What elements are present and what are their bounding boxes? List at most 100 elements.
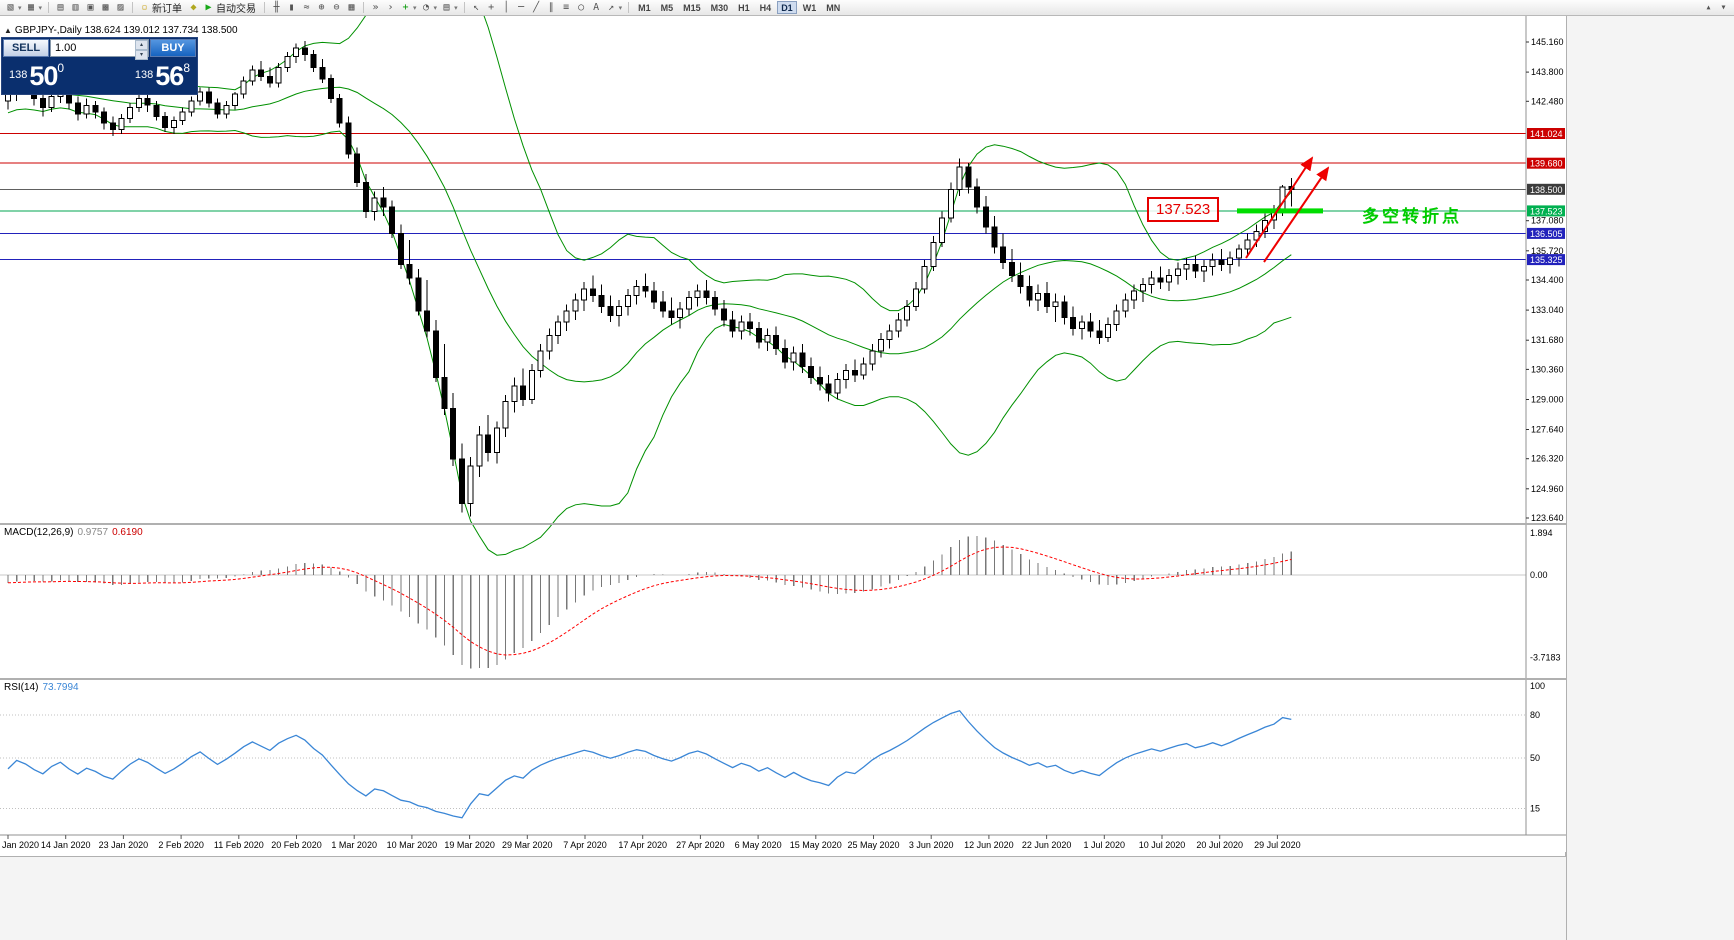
sell-button[interactable]: SELL xyxy=(3,39,49,57)
bar-chart-icon[interactable]: ╫ xyxy=(273,1,280,13)
workspace-background-right xyxy=(1566,16,1734,940)
text-icon[interactable]: A xyxy=(593,1,600,13)
zoom-out-icon[interactable]: ⊖ xyxy=(333,1,340,13)
svg-text:137.080: 137.080 xyxy=(1531,216,1564,226)
chart-shift-icon[interactable]: › xyxy=(387,1,394,13)
periods-dropdown-icon[interactable]: ▾ xyxy=(433,4,438,12)
svg-text:15: 15 xyxy=(1530,803,1540,813)
ask-price[interactable]: 138568 xyxy=(134,60,190,91)
timeframe-m1-button[interactable]: M1 xyxy=(638,3,651,13)
volume-decrease-icon[interactable]: ▾ xyxy=(135,50,148,60)
profiles-icon[interactable]: ▦ xyxy=(28,1,35,13)
svg-text:11 Feb 2020: 11 Feb 2020 xyxy=(214,840,264,850)
horizontal-line-icon[interactable]: ─ xyxy=(518,1,525,13)
price-annotation-box[interactable]: 137.523 xyxy=(1147,197,1220,222)
svg-text:20 Jul 2020: 20 Jul 2020 xyxy=(1196,840,1243,850)
toolbar-separator xyxy=(628,2,630,13)
chart-window: 1.894 0.00 -3.7183 100 80 50 15 145.160 143.800 1… xyxy=(0,16,1566,856)
channel-icon[interactable]: ∥ xyxy=(548,1,554,13)
tile-windows-icon[interactable]: ▦ xyxy=(348,1,355,13)
shapes-icon[interactable]: ○ xyxy=(578,1,585,13)
svg-text:124.960: 124.960 xyxy=(1531,484,1564,494)
panel-separator-rsi[interactable] xyxy=(0,678,1566,680)
market-watch-icon[interactable]: ▤ xyxy=(57,1,64,13)
arrow-tools-icon[interactable]: ↗ xyxy=(608,1,615,13)
new-order-label[interactable]: 新订单 xyxy=(152,4,183,15)
timeframe-m30-button[interactable]: M30 xyxy=(710,3,729,13)
new-chart-dropdown-icon[interactable]: ▾ xyxy=(18,4,22,12)
svg-text:29 Jul 2020: 29 Jul 2020 xyxy=(1254,840,1301,850)
periods-icon[interactable]: ◔ xyxy=(423,1,430,13)
arrow-tools-dropdown-icon[interactable]: ▾ xyxy=(618,4,623,12)
templates-icon[interactable]: ▤ xyxy=(443,1,450,13)
svg-text:17 Apr 2020: 17 Apr 2020 xyxy=(618,840,667,850)
indicators-icon[interactable]: + xyxy=(402,1,409,13)
vertical-line-icon[interactable]: │ xyxy=(503,1,510,13)
toolbar-separator xyxy=(463,2,465,13)
toolbar-overflow-down-icon[interactable]: ▾ xyxy=(1720,1,1727,13)
main-toolbar: ▧ ▾ ▦ ▾ ▤ ▥ ▣ ▩ ▨ ▫ 新订单 ◆ ▶ 自动交易 ╫ ▮ ≈ ⊕ ⊖ ▦» › + ▾ ◔ ▾ ▤ ▾ ↖ + │ ─ ╱ ∥ ≡… xyxy=(0,0,1734,16)
rsi-indicator-label: RSI(14) 73.7994 xyxy=(4,682,79,693)
volume-input[interactable] xyxy=(51,40,135,56)
auto-scroll-icon[interactable]: » xyxy=(372,1,379,13)
svg-text:23 Jan 2020: 23 Jan 2020 xyxy=(99,840,149,850)
metaeditor-icon[interactable]: ◆ xyxy=(190,1,197,13)
toolbar-overflow-up-icon[interactable]: ▴ xyxy=(1705,1,1712,13)
svg-text:100: 100 xyxy=(1530,681,1545,691)
terminal-icon[interactable]: ▩ xyxy=(102,1,109,13)
chart-canvas[interactable]: 1.894 0.00 -3.7183 100 80 50 15 145.160 143.800 1… xyxy=(0,16,1566,852)
svg-text:133.040: 133.040 xyxy=(1531,305,1564,315)
svg-text:15 May 2020: 15 May 2020 xyxy=(790,840,842,850)
timeframe-m15-button[interactable]: M15 xyxy=(683,3,701,13)
timeframe-m5-button[interactable]: M5 xyxy=(660,3,674,13)
profiles-dropdown-icon[interactable]: ▾ xyxy=(38,4,43,12)
cursor-icon[interactable]: ↖ xyxy=(473,1,480,13)
new-order-icon[interactable]: ▫ xyxy=(141,1,148,13)
svg-text:131.680: 131.680 xyxy=(1531,335,1564,345)
svg-text:139.680: 139.680 xyxy=(1530,159,1563,169)
data-window-icon[interactable]: ▥ xyxy=(72,1,79,13)
svg-text:126.320: 126.320 xyxy=(1531,454,1564,464)
trade-panel-toggle-icon[interactable]: ▲ xyxy=(4,26,12,35)
svg-text:27 Apr 2020: 27 Apr 2020 xyxy=(676,840,725,850)
autotrading-label[interactable]: 自动交易 xyxy=(216,4,257,15)
toolbar-separator xyxy=(132,2,134,13)
bid-price[interactable]: 138500 xyxy=(9,60,65,91)
chart-title: ▲ GBPJPY-,Daily 138.624 139.012 137.734 1… xyxy=(4,25,238,36)
timeframe-w1-button[interactable]: W1 xyxy=(802,3,817,13)
new-chart-icon[interactable]: ▧ xyxy=(7,1,14,13)
crosshair-icon[interactable]: + xyxy=(488,1,495,13)
turning-point-highlight xyxy=(1237,208,1323,214)
timeframe-h1-button[interactable]: H1 xyxy=(738,3,750,13)
trend-arrow xyxy=(1245,156,1314,259)
svg-text:Jan 2020: Jan 2020 xyxy=(2,840,39,850)
turning-point-note[interactable]: 多空转折点 xyxy=(1362,207,1462,226)
trendline-icon[interactable]: ╱ xyxy=(533,1,540,13)
indicators-dropdown-icon[interactable]: ▾ xyxy=(413,4,417,12)
candlestick-icon[interactable]: ▮ xyxy=(288,1,295,13)
svg-text:80: 80 xyxy=(1530,710,1540,720)
svg-text:129.000: 129.000 xyxy=(1531,395,1564,405)
fibonacci-icon[interactable]: ≡ xyxy=(563,1,570,13)
line-chart-icon[interactable]: ≈ xyxy=(303,1,310,13)
buy-button[interactable]: BUY xyxy=(150,39,196,57)
toolbar-separator xyxy=(363,2,365,13)
timeframe-d1-button[interactable]: D1 xyxy=(777,1,797,14)
autotrading-icon[interactable]: ▶ xyxy=(205,1,212,13)
svg-text:10 Mar 2020: 10 Mar 2020 xyxy=(387,840,438,850)
svg-text:19 Mar 2020: 19 Mar 2020 xyxy=(444,840,495,850)
price-axis[interactable] xyxy=(1527,16,1566,835)
time-axis[interactable] xyxy=(0,835,1566,853)
panel-separator-macd[interactable] xyxy=(0,523,1566,525)
volume-stepper: ▴ ▾ xyxy=(50,39,149,60)
strategy-tester-icon[interactable]: ▨ xyxy=(117,1,124,13)
svg-text:2 Feb 2020: 2 Feb 2020 xyxy=(158,840,204,850)
volume-increase-icon[interactable]: ▴ xyxy=(135,40,148,50)
timeframe-mn-button[interactable]: MN xyxy=(826,3,841,13)
macd-indicator-label: MACD(12,26,9) 0.9757 0.6190 xyxy=(4,527,143,538)
templates-dropdown-icon[interactable]: ▾ xyxy=(454,4,458,12)
timeframe-h4-button[interactable]: H4 xyxy=(759,3,772,13)
zoom-in-icon[interactable]: ⊕ xyxy=(318,1,325,13)
navigator-icon[interactable]: ▣ xyxy=(87,1,94,13)
svg-text:50: 50 xyxy=(1530,753,1540,763)
